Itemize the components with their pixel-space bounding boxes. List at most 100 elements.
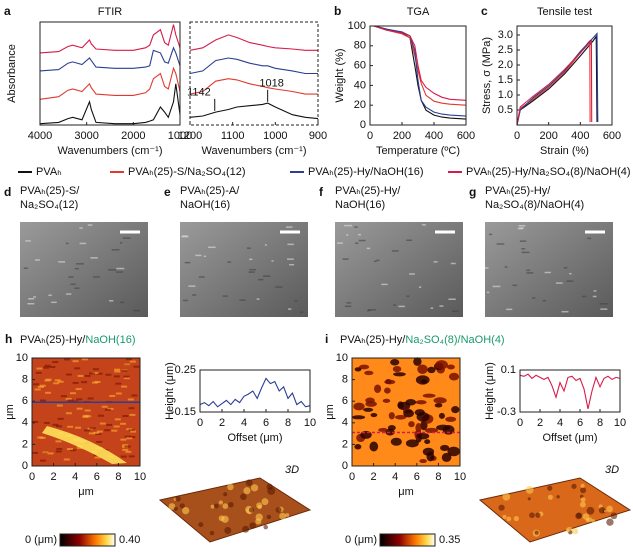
x-axis-label: μm — [398, 486, 414, 498]
afm-3d-texture — [228, 501, 234, 508]
sem-texture — [287, 258, 294, 260]
plot-frame — [31, 357, 141, 467]
afm-pit — [354, 444, 362, 450]
afm-noise — [81, 358, 88, 361]
y-tick-label: 0.25 — [175, 364, 196, 376]
x-tick-label: 4 — [241, 417, 247, 429]
sem-texture — [34, 259, 40, 261]
sem-texture — [542, 299, 546, 302]
afm-noise — [115, 382, 122, 385]
legend-label: PVAₕ(25)-Hy/NaOH(16) — [308, 166, 424, 178]
y-tick-label: 0 — [360, 119, 366, 131]
y-tick-label: 1.5 — [498, 74, 513, 86]
afm-noise — [77, 446, 84, 449]
sem-texture — [342, 258, 349, 260]
series-line — [516, 32, 599, 126]
afm-noise — [65, 373, 72, 376]
sem-texture — [256, 298, 260, 300]
sem-label: NaOH(16) — [180, 199, 230, 211]
y-tick-label: 10 — [336, 352, 348, 364]
sem-texture — [65, 242, 69, 245]
afm-noise — [43, 421, 50, 424]
afm-3d-texture — [525, 485, 534, 494]
y-axis-label: μm — [4, 404, 16, 420]
afm-3d-texture — [502, 514, 507, 519]
sem-label: Na₂SO₄(12) — [20, 199, 78, 211]
sem-texture — [561, 310, 569, 313]
sem-texture — [257, 278, 264, 281]
afm-3d-texture — [598, 506, 606, 514]
x-tick-label: 6 — [94, 471, 100, 483]
y-tick-label: 2.5 — [498, 44, 513, 56]
afm-3d-texture — [250, 484, 259, 492]
sem-texture — [512, 284, 518, 287]
afm-noise — [75, 426, 82, 429]
y-tick-label: 2 — [22, 438, 28, 450]
afm-pit — [351, 415, 366, 420]
afm-pit — [374, 384, 382, 394]
afm-noise — [37, 385, 44, 388]
afm-noise — [76, 398, 83, 401]
afm-3d-texture — [506, 516, 512, 522]
afm-pit — [370, 412, 378, 418]
sem-texture — [430, 307, 434, 309]
afm-noise — [44, 379, 51, 382]
afm-pit — [397, 401, 411, 411]
y-axis-label: Stress, σ (MPa) — [481, 37, 493, 114]
sem-texture — [526, 272, 534, 274]
sem-texture — [184, 261, 191, 264]
sem-texture — [566, 280, 574, 282]
afm-pit — [369, 441, 379, 452]
sem-image — [335, 222, 463, 317]
series-line — [189, 102, 319, 120]
sem-texture — [79, 242, 87, 245]
sem-texture — [355, 242, 359, 245]
sem-image — [20, 222, 148, 317]
colorbar-label: 0.35 — [439, 534, 460, 546]
sem-texture — [406, 295, 410, 297]
afm-pit — [384, 379, 396, 385]
afm-3d-texture — [243, 487, 251, 495]
afm-noise — [120, 455, 127, 458]
sem-texture — [27, 302, 35, 305]
plot-frame — [369, 25, 467, 126]
afm-pit — [408, 421, 415, 428]
x-tick-label: 2000 — [121, 130, 145, 142]
y-tick-label: 0.5 — [498, 104, 513, 116]
sem-texture — [48, 294, 52, 297]
panel-letter: e — [164, 185, 171, 199]
plot-frame — [351, 357, 461, 467]
afm-pit — [442, 425, 455, 435]
series-line — [373, 25, 467, 106]
x-tick-label: 4 — [72, 471, 78, 483]
afm-pit — [445, 416, 457, 422]
sem-texture — [109, 300, 114, 302]
afm-noise — [95, 432, 102, 435]
afm-3d-texture — [534, 530, 539, 535]
sem-texture — [599, 303, 608, 305]
afm-noise — [126, 437, 133, 440]
afm-noise — [124, 435, 131, 438]
afm-3d-texture — [606, 505, 614, 513]
plot-frame — [199, 369, 311, 413]
y-tick-label: 0 — [22, 460, 28, 472]
y-tick-label: -0.15 — [171, 406, 196, 418]
y-tick-label: 40 — [354, 79, 366, 91]
colorbar-label: 0.40 — [119, 534, 140, 546]
afm-noise — [52, 361, 59, 364]
afm-3d-texture — [513, 515, 519, 522]
y-tick-label: 8 — [22, 374, 28, 386]
sem-texture — [65, 293, 72, 295]
sem-texture — [74, 267, 79, 270]
afm-noise — [129, 413, 136, 416]
afm-noise — [57, 417, 64, 420]
afm-noise — [55, 440, 62, 443]
afm-3d-texture — [566, 528, 570, 533]
sem-texture — [418, 286, 422, 288]
afm-noise — [96, 430, 103, 433]
sem-image — [485, 222, 613, 317]
sem-texture — [526, 269, 531, 272]
afm-pit — [395, 414, 407, 420]
y-tick-label: 2 — [342, 438, 348, 450]
afm-noise — [94, 456, 101, 459]
